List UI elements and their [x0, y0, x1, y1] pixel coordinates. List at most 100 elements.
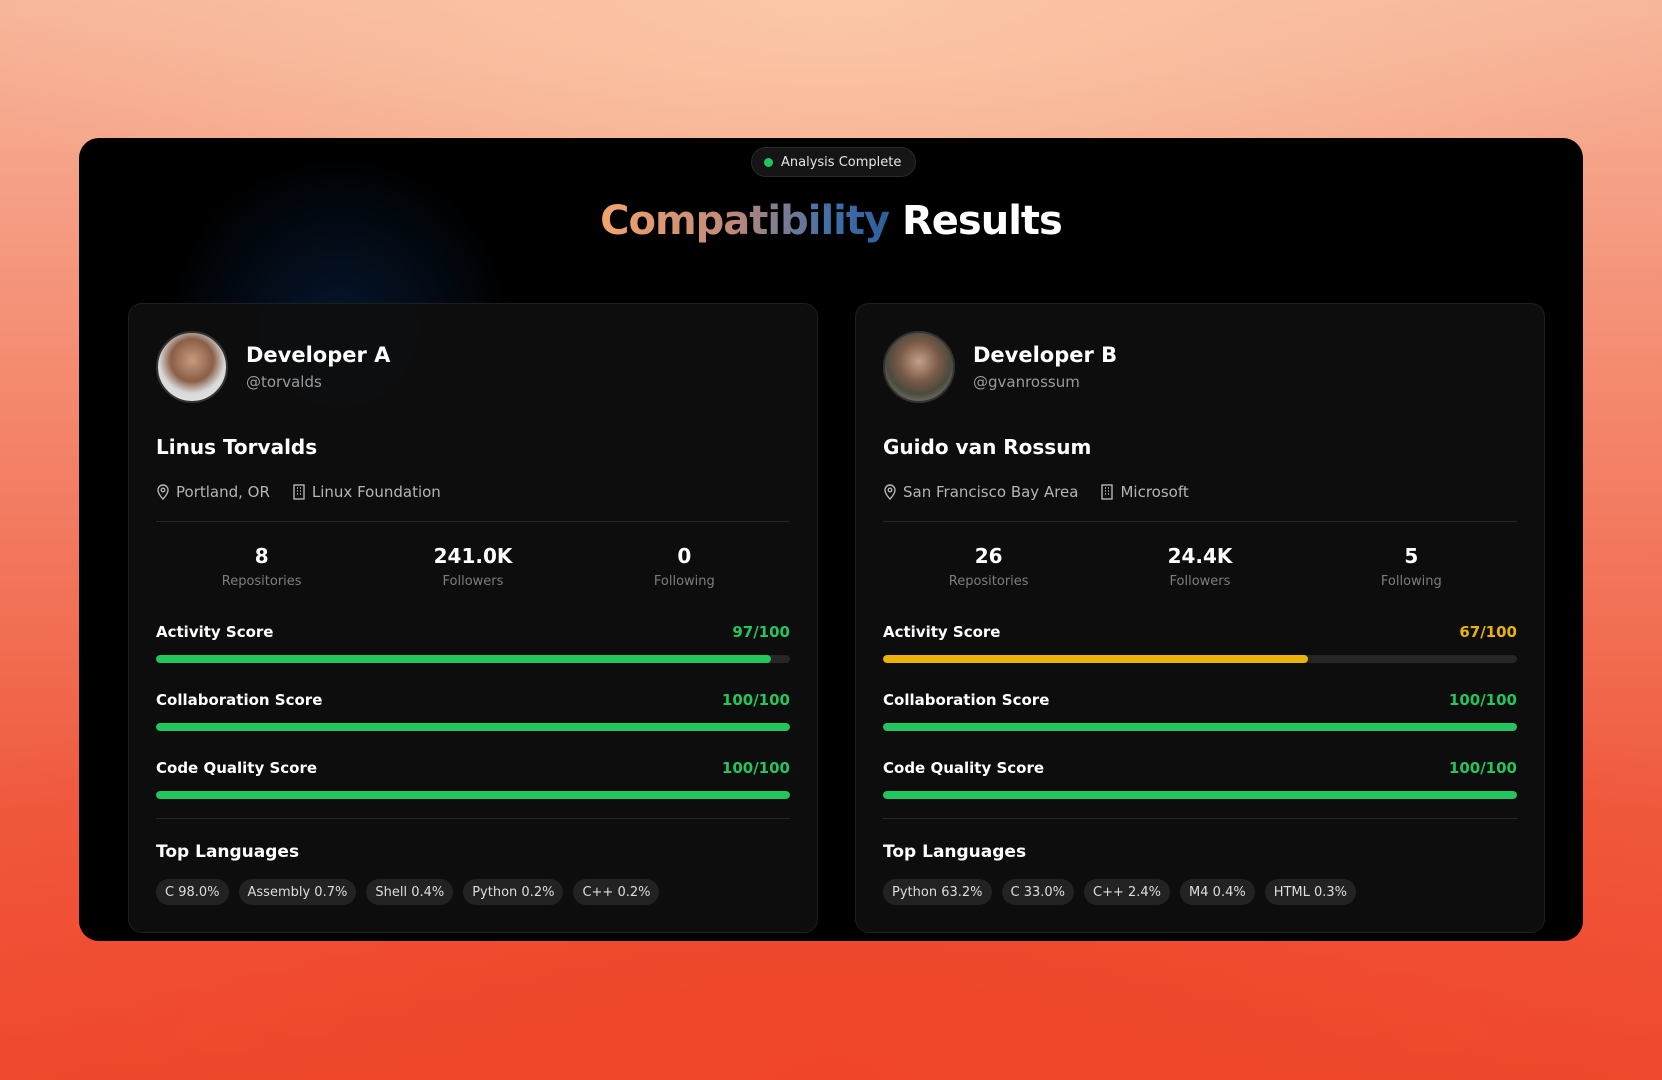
- stats: 8 Repositories 241.0K Followers 0 Following: [156, 544, 790, 589]
- title-highlight: Compatibility: [600, 198, 890, 244]
- location: Portland, OR: [176, 483, 270, 501]
- score-bar: [156, 655, 771, 663]
- languages: C 98.0% Assembly 0.7% Shell 0.4% Python 0.2…: [156, 879, 790, 905]
- meta: San Francisco Bay Area Microsoft: [883, 483, 1517, 501]
- stat-label: Followers: [1169, 574, 1231, 589]
- language-chip: Python 63.2%: [883, 879, 992, 905]
- score: Code Quality Score 100/100: [156, 759, 790, 799]
- full-name: Linus Torvalds: [156, 435, 318, 459]
- avatar: [156, 331, 228, 403]
- developer-label: Developer B: [973, 343, 1118, 367]
- score-label: Code Quality Score: [883, 759, 1045, 777]
- stat: 8 Repositories: [156, 544, 367, 589]
- score-value: 100/100: [1448, 691, 1517, 709]
- title-rest: Results: [902, 198, 1063, 244]
- language-chip: C++ 0.2%: [573, 879, 660, 905]
- score: Collaboration Score 100/100: [156, 691, 790, 731]
- stat-label: Repositories: [948, 574, 1029, 589]
- stat: 0 Following: [579, 544, 790, 589]
- company: Microsoft: [1120, 483, 1189, 501]
- divider: [883, 818, 1517, 819]
- stat-value: 241.0K: [433, 544, 513, 568]
- developer-card: Developer A @torvalds Linus Torvalds Portla…: [128, 303, 818, 933]
- status-dot: [764, 157, 773, 167]
- stat-value: 24.4K: [1167, 544, 1233, 568]
- stat-label: Following: [1380, 574, 1442, 589]
- developer-card: Developer B @gvanrossum Guido van Rossum Sa…: [855, 303, 1545, 933]
- score-bar: [883, 791, 1517, 799]
- results-panel: Analysis Complete Compatibility Results …: [79, 138, 1583, 941]
- stat-value: 26: [974, 544, 1003, 568]
- score-value: 100/100: [721, 691, 790, 709]
- languages: Python 63.2% C 33.0% C++ 2.4% M4 0.4% HTML 0…: [883, 879, 1517, 905]
- score-row: Activity Score 67/100: [883, 623, 1517, 641]
- score-label: Collaboration Score: [883, 691, 1050, 709]
- score-row: Collaboration Score 100/100: [883, 691, 1517, 709]
- language-chip: C++ 2.4%: [1084, 879, 1171, 905]
- location: San Francisco Bay Area: [903, 483, 1079, 501]
- stat: 24.4K Followers: [1094, 544, 1305, 589]
- score-row: Collaboration Score 100/100: [156, 691, 790, 709]
- language-chip: HTML 0.3%: [1264, 879, 1357, 905]
- divider: [156, 521, 790, 522]
- meta: Portland, OR Linux Foundation: [156, 483, 790, 501]
- score: Code Quality Score 100/100: [883, 759, 1517, 799]
- stat-label: Followers: [442, 574, 504, 589]
- language-chip: Shell 0.4%: [366, 879, 454, 905]
- score-label: Collaboration Score: [156, 691, 323, 709]
- languages-title: Top Languages: [883, 842, 1027, 862]
- score-track: [883, 791, 1517, 799]
- location-icon: [884, 484, 896, 500]
- stat-label: Repositories: [221, 574, 302, 589]
- stat-label: Following: [653, 574, 715, 589]
- company-icon: [1101, 484, 1114, 500]
- title: Compatibility Results: [79, 198, 1583, 244]
- avatar: [883, 331, 955, 403]
- score-track: [156, 655, 790, 663]
- stat: 26 Repositories: [883, 544, 1094, 589]
- score: Activity Score 67/100: [883, 623, 1517, 663]
- score-row: Activity Score 97/100: [156, 623, 790, 641]
- score-row: Code Quality Score 100/100: [156, 759, 790, 777]
- score-bar: [883, 655, 1308, 663]
- company: Linux Foundation: [311, 483, 441, 501]
- score-track: [156, 723, 790, 731]
- score-bar: [156, 791, 790, 799]
- score-row: Code Quality Score 100/100: [883, 759, 1517, 777]
- divider: [883, 521, 1517, 522]
- card-header: Developer A @torvalds: [156, 331, 790, 403]
- stat: 5 Following: [1306, 544, 1517, 589]
- header-text: Developer B @gvanrossum: [973, 343, 1117, 391]
- score: Activity Score 97/100: [156, 623, 790, 663]
- language-chip: C 33.0%: [1001, 879, 1075, 905]
- languages-title: Top Languages: [156, 842, 300, 862]
- company-icon: [293, 484, 305, 500]
- divider: [156, 818, 790, 819]
- score: Collaboration Score 100/100: [883, 691, 1517, 731]
- stat-value: 5: [1404, 544, 1419, 568]
- badge-text: Analysis Complete: [781, 154, 902, 170]
- handle: @gvanrossum: [973, 373, 1080, 391]
- score-track: [156, 791, 790, 799]
- stats: 26 Repositories 24.4K Followers 5 Following: [883, 544, 1517, 589]
- score-bar: [156, 723, 790, 731]
- score-track: [883, 655, 1517, 663]
- score-value: 100/100: [721, 759, 790, 777]
- language-chip: Assembly 0.7%: [238, 879, 357, 905]
- score-value: 100/100: [1448, 759, 1517, 777]
- developer-label: Developer A: [246, 343, 391, 367]
- handle: @torvalds: [246, 373, 322, 391]
- header-text: Developer A @torvalds: [246, 343, 390, 391]
- score-bar: [883, 723, 1517, 731]
- stat: 241.0K Followers: [367, 544, 578, 589]
- card-header: Developer B @gvanrossum: [883, 331, 1517, 403]
- full-name: Guido van Rossum: [883, 435, 1092, 459]
- score-label: Code Quality Score: [156, 759, 318, 777]
- score-label: Activity Score: [156, 623, 274, 641]
- score-track: [883, 723, 1517, 731]
- stat-value: 8: [254, 544, 269, 568]
- score-label: Activity Score: [883, 623, 1001, 641]
- score-value: 67/100: [1459, 623, 1517, 641]
- stat-value: 0: [677, 544, 692, 568]
